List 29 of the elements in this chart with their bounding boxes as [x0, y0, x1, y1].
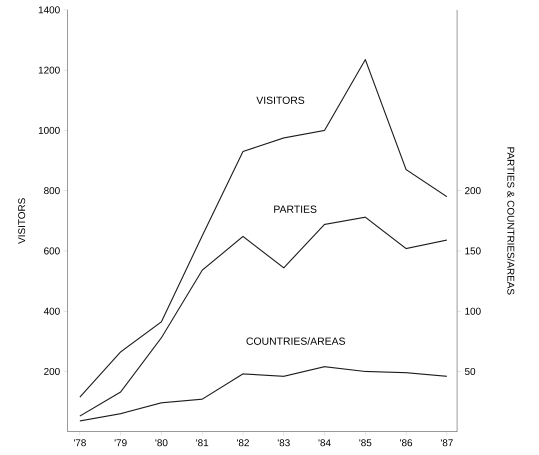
- x-tick-label: '82: [237, 439, 249, 446]
- y2-tick-label: 100: [465, 308, 481, 315]
- series-label: PARTIES: [274, 206, 316, 213]
- x-tick-label: '84: [318, 439, 331, 446]
- y2-tick-label: 200: [465, 187, 481, 194]
- y-tick-label: 800: [44, 187, 60, 194]
- y-tick-label: 400: [44, 308, 60, 315]
- text: VISITORS: [256, 96, 304, 104]
- y-tick-label: 200: [44, 368, 60, 376]
- x-tick-label: '86: [400, 439, 412, 446]
- x-tick-label: '85: [359, 439, 372, 446]
- x-tick-label: '81: [196, 439, 208, 446]
- y2-tick-label: 150: [465, 247, 481, 254]
- line-series: [79, 366, 448, 422]
- x-tick-label: '79: [114, 439, 127, 446]
- x-tick-label: '83: [278, 439, 290, 446]
- y-tick-label: 600: [44, 247, 60, 254]
- x-tick-label: '78: [74, 439, 86, 446]
- text: COUNTRIES/AREAS: [246, 337, 346, 345]
- y2-axis-title: PARTIES & COUNTRIES/AREAS: [507, 147, 515, 295]
- y-axis-title: VISITORS: [18, 198, 26, 244]
- x-tick-label: '87: [440, 439, 453, 446]
- y-tick-label: 1200: [38, 66, 60, 74]
- y-tick-label: 1000: [38, 126, 60, 134]
- y2-tick-label: 50: [464, 368, 476, 376]
- x-tick-label: '80: [155, 439, 168, 446]
- y-tick-label: 1400: [38, 6, 60, 14]
- line-series: [79, 59, 448, 398]
- line-series: [79, 216, 448, 417]
